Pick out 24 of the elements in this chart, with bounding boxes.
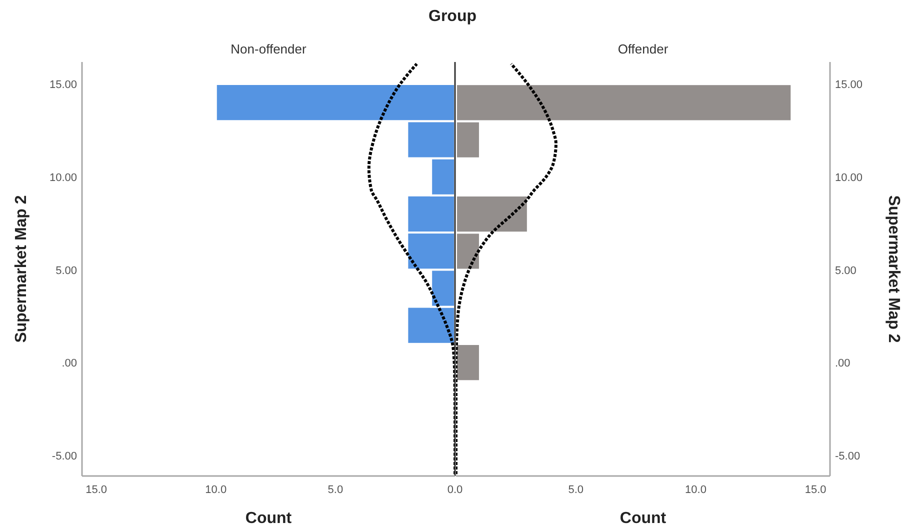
y-tick-label: 5.00 <box>56 264 77 277</box>
y-tick-label: -5.00 <box>52 450 77 462</box>
x-tick-label: 10.0 <box>685 484 706 496</box>
y-tick-label: .00 <box>835 358 850 370</box>
y-axis-title: Supermarket Map 2 <box>885 195 902 343</box>
y-axis-title: Supermarket Map 2 <box>13 195 30 343</box>
y-tick-label: -5.00 <box>835 450 860 462</box>
y-tick-label: 15.00 <box>835 79 863 92</box>
chart-subtitle: Offender <box>618 42 668 56</box>
x-tick-label: 15.0 <box>86 484 108 496</box>
x-axis-title: Count <box>620 510 666 527</box>
y-tick-label: 10.00 <box>49 172 77 184</box>
x-tick-label: 15.0 <box>804 484 826 496</box>
x-tick-label: 5.0 <box>568 484 584 496</box>
y-tick-label: 10.00 <box>835 172 863 184</box>
x-axis-title: Count <box>245 510 292 527</box>
x-tick-label: 5.0 <box>328 484 344 496</box>
chart-title: Group <box>428 8 476 25</box>
y-tick-label: .00 <box>62 358 77 370</box>
x-tick-label: 10.0 <box>205 484 227 496</box>
chart-subtitle: Non-offender <box>230 42 306 56</box>
y-tick-label: 15.00 <box>49 79 77 92</box>
x-tick-label: 0.0 <box>447 484 463 496</box>
y-tick-label: 5.00 <box>835 264 856 277</box>
